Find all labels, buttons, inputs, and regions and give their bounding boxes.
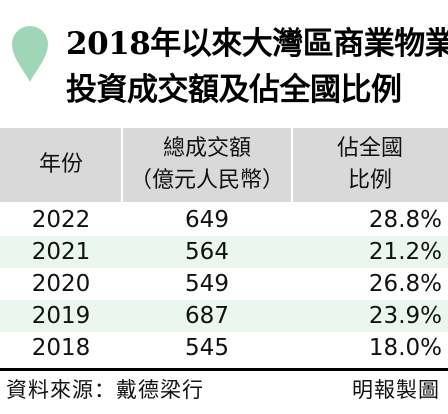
column-header-value-line-1: 總成交額: [162, 136, 251, 161]
chart-footer: 資料來源：戴德梁行 明報製圖: [0, 370, 448, 410]
value-cell: 649: [185, 207, 229, 233]
share-cell: 18.0%: [368, 335, 442, 361]
table-header: 年份 總成交額 （億元人民幣） 佔全國 比例: [0, 128, 448, 202]
table-row: 2018 545 18.0%: [0, 332, 448, 364]
table-row: 2021 564 21.2%: [0, 236, 448, 268]
year-cell: 2018: [31, 335, 91, 361]
credit-note: 明報製圖: [352, 378, 440, 402]
footer-rule: [0, 368, 448, 371]
header-divider: [121, 128, 123, 202]
value-cell: 564: [185, 239, 229, 265]
share-cell: 26.8%: [368, 271, 442, 297]
year-cell: 2019: [31, 303, 91, 329]
column-header-year: 年份: [38, 152, 83, 177]
share-cell: 23.9%: [368, 303, 442, 329]
column-header-share-line-2: 比例: [347, 168, 392, 193]
header-divider: [291, 128, 293, 202]
year-cell: 2021: [31, 239, 91, 265]
source-note: 資料來源：戴德梁行: [6, 378, 204, 402]
table-row: 2022 649 28.8%: [0, 204, 448, 236]
table-row: 2019 687 23.9%: [0, 300, 448, 332]
value-cell: 687: [185, 303, 229, 329]
column-header-share-line-1: 佔全國: [336, 136, 403, 161]
chart-title-line-2: 投資成交額及佔全國比例: [66, 72, 402, 108]
table-row: 2020 549 26.8%: [0, 268, 448, 300]
chart-title-line-1: 2018年以來大灣區商業物業: [66, 26, 448, 62]
location-drop-icon: [12, 26, 48, 82]
chart-header: 2018年以來大灣區商業物業 投資成交額及佔全國比例: [0, 0, 448, 118]
value-cell: 545: [185, 335, 229, 361]
value-cell: 549: [185, 271, 229, 297]
year-cell: 2020: [31, 271, 91, 297]
column-header-value-line-2: （億元人民幣）: [129, 168, 284, 193]
share-cell: 28.8%: [368, 207, 442, 233]
share-cell: 21.2%: [368, 239, 442, 265]
year-cell: 2022: [31, 207, 91, 233]
